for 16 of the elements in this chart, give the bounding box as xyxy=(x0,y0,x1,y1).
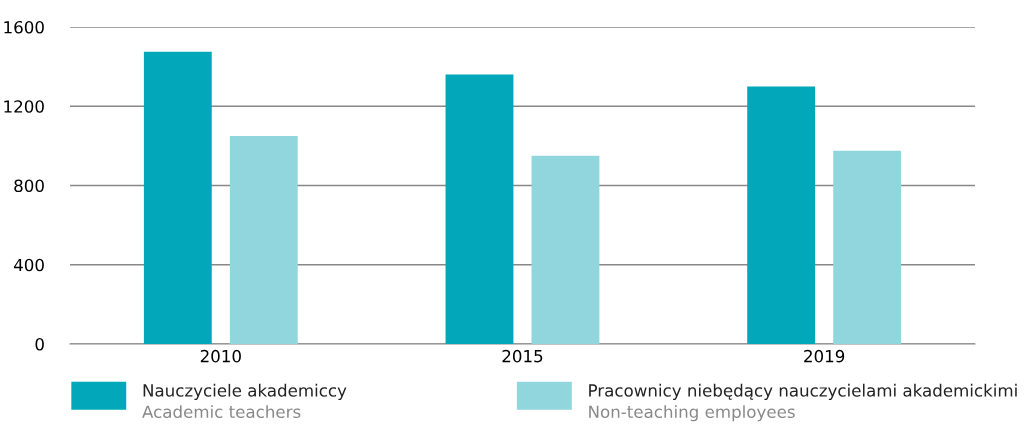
x-tick-label: 2010 xyxy=(200,349,241,363)
bar xyxy=(445,74,514,344)
y-tick-label: 1200 xyxy=(4,100,44,113)
y-tick-label: 400 xyxy=(13,258,44,272)
x-tick-label: 2015 xyxy=(502,349,543,363)
legend-label: Pracownicy niebędący nauczycielami akademickimi Non-teaching employees xyxy=(589,383,1017,422)
bar xyxy=(747,86,816,344)
y-tick-label: 800 xyxy=(14,179,44,193)
bar xyxy=(531,155,600,344)
y-tick-label: 1600 xyxy=(4,20,44,34)
legend-label: Nauczyciele akademiccy Academic teachers xyxy=(142,383,347,419)
bar xyxy=(229,135,298,344)
bar xyxy=(143,51,212,344)
x-tick-label: 2019 xyxy=(804,349,845,363)
y-tick-label: 0 xyxy=(35,337,44,351)
bar xyxy=(833,150,902,344)
